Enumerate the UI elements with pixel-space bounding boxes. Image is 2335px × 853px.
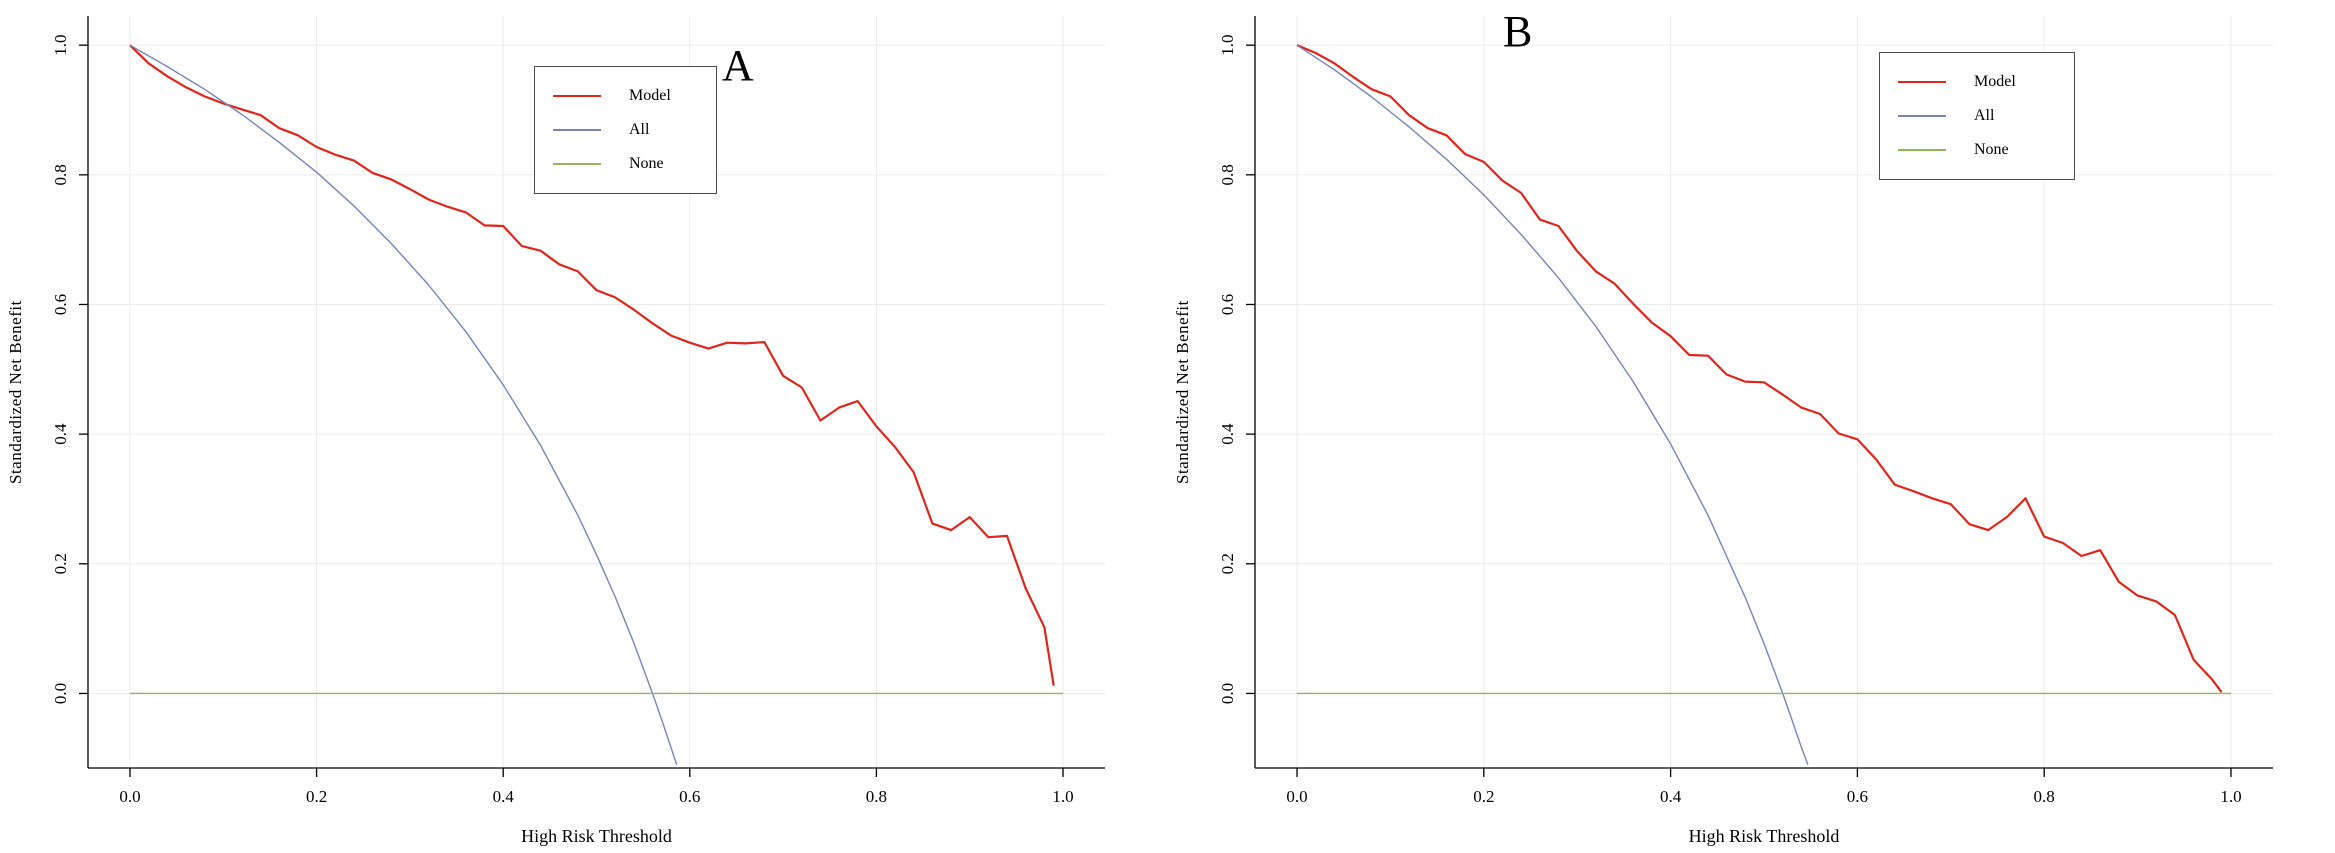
svg-text:0.6: 0.6: [51, 294, 70, 315]
panel-a: 0.0 0.2 0.4 0.6 0.8 1.0 0.0 0.2 0.4 0.6 0.8 1.0 Sta…: [0, 0, 1167, 853]
legend-entry-none: None: [1880, 133, 2074, 167]
svg-text:0.8: 0.8: [2034, 787, 2055, 806]
legend-label-model: Model: [629, 87, 671, 104]
legend-label-none: None: [1974, 141, 2009, 158]
svg-text:0.8: 0.8: [51, 164, 70, 185]
legend-entry-all: All: [535, 113, 716, 147]
chart-a-canvas: 0.0 0.2 0.4 0.6 0.8 1.0 0.0 0.2 0.4 0.6 0.8 1.0: [51, 16, 1105, 806]
chart-b-canvas: 0.0 0.2 0.4 0.6 0.8 1.0 0.0 0.2 0.4 0.6 0.8 1.0: [1218, 16, 2273, 806]
legend-label-all: All: [629, 121, 650, 138]
svg-text:0.4: 0.4: [493, 787, 515, 806]
svg-text:0.2: 0.2: [306, 787, 327, 806]
none-line-swatch: [1898, 148, 1946, 152]
svg-text:0.0: 0.0: [1218, 683, 1237, 704]
panel-b: 0.0 0.2 0.4 0.6 0.8 1.0 0.0 0.2 0.4 0.6 0.8 1.0 Sta…: [1167, 0, 2335, 853]
svg-text:0.4: 0.4: [1660, 787, 1682, 806]
svg-text:0.2: 0.2: [1473, 787, 1494, 806]
svg-text:0.2: 0.2: [51, 553, 70, 574]
svg-text:1.0: 1.0: [1218, 35, 1237, 56]
svg-text:0.4: 0.4: [51, 423, 70, 445]
svg-text:0.6: 0.6: [1847, 787, 1868, 806]
svg-text:0.0: 0.0: [51, 683, 70, 704]
svg-text:0.6: 0.6: [679, 787, 700, 806]
chart-b-y-axis-title: Standardized Net Benefit: [1173, 300, 1192, 484]
legend-entry-model: Model: [535, 79, 716, 113]
all-line-swatch: [1898, 114, 1946, 118]
legend-entry-none: None: [535, 147, 716, 181]
svg-text:0.8: 0.8: [1218, 164, 1237, 185]
legend-entry-model: Model: [1880, 65, 2074, 99]
chart-a-legend: Model All None: [534, 66, 717, 194]
panel-a-letter: A: [722, 41, 754, 90]
svg-text:0.6: 0.6: [1218, 294, 1237, 315]
chart-b-legend: Model All None: [1879, 52, 2075, 180]
legend-label-none: None: [629, 155, 664, 172]
model-line-swatch: [553, 94, 601, 98]
legend-label-all: All: [1974, 107, 1995, 124]
svg-text:1.0: 1.0: [1052, 787, 1073, 806]
svg-text:0.8: 0.8: [866, 787, 887, 806]
chart-b-x-axis-title: High Risk Threshold: [1688, 826, 1840, 846]
svg-text:0.0: 0.0: [119, 787, 140, 806]
svg-text:1.0: 1.0: [2220, 787, 2241, 806]
legend-entry-all: All: [1880, 99, 2074, 133]
none-line-swatch: [553, 162, 601, 166]
svg-text:0.2: 0.2: [1218, 553, 1237, 574]
legend-label-model: Model: [1974, 73, 2016, 90]
model-line-swatch: [1898, 80, 1946, 84]
svg-text:1.0: 1.0: [51, 35, 70, 56]
chart-a-x-axis-title: High Risk Threshold: [521, 826, 672, 846]
svg-text:0.0: 0.0: [1286, 787, 1307, 806]
all-line-swatch: [553, 128, 601, 132]
svg-text:0.4: 0.4: [1218, 423, 1237, 445]
panel-b-letter: B: [1503, 7, 1533, 56]
chart-a-y-axis-title: Standardized Net Benefit: [6, 300, 25, 484]
